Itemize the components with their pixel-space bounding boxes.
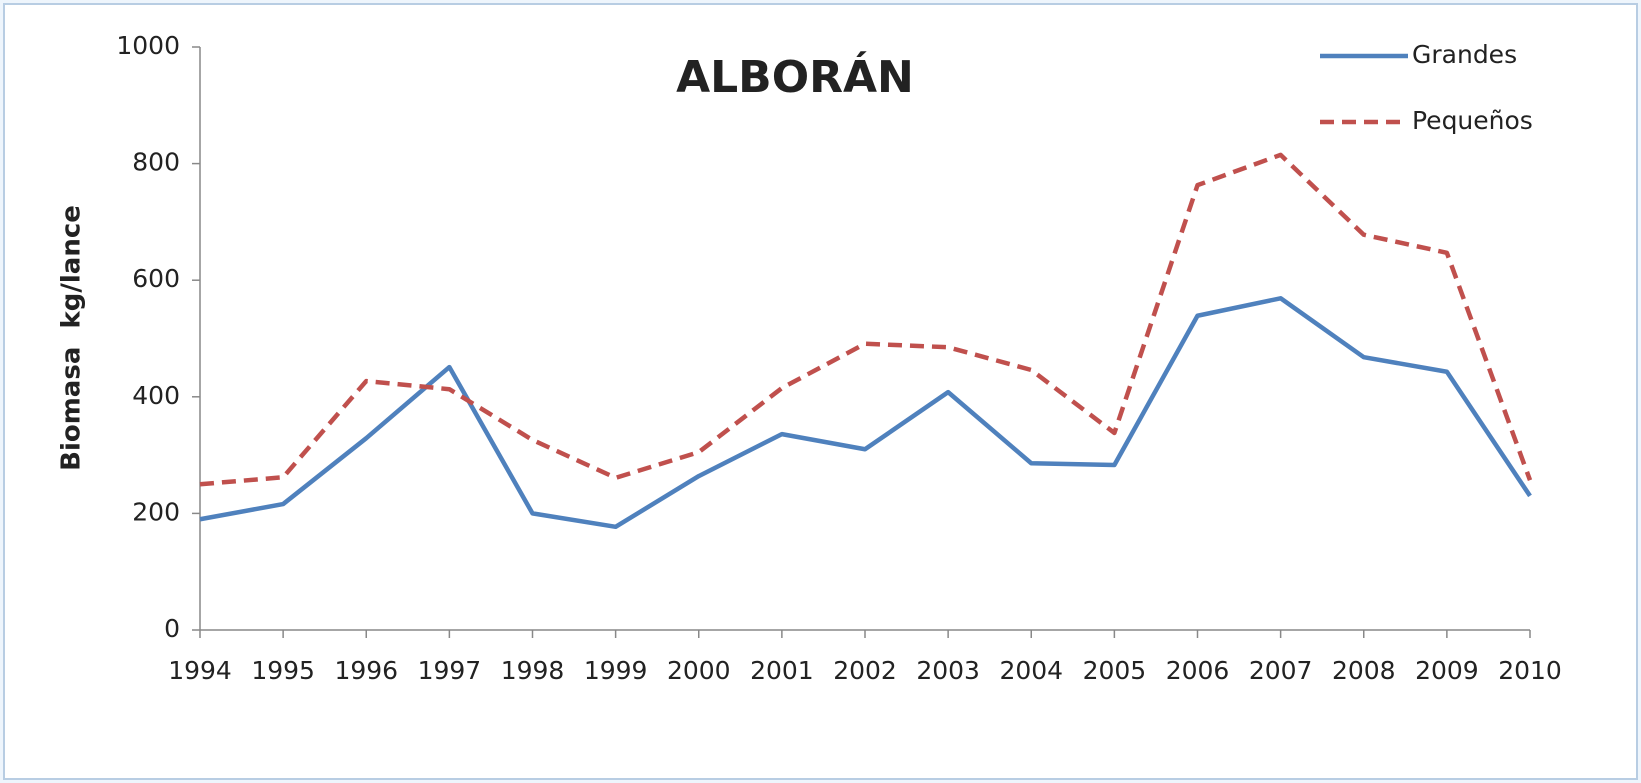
y-axis-label: Biomasa kg/lance [57,205,87,471]
x-tick-label: 2004 [999,656,1063,685]
x-tick-label: 1998 [501,656,565,685]
series-line [199,152,1533,487]
x-tick-label: 2003 [916,656,980,685]
x-tick-label: 2009 [1415,656,1479,685]
x-tick-label: 1996 [334,656,398,685]
legend-label: Pequeños [1412,106,1533,135]
x-tick-label: 1994 [168,656,232,685]
series-line [199,296,1532,530]
x-tick-label: 1995 [251,656,315,685]
chart-frame [3,3,1638,780]
x-tick-label: 1997 [418,656,482,685]
x-tick-label: 2001 [750,656,814,685]
y-tick-label: 200 [132,497,180,526]
legend-label: Grandes [1412,40,1517,69]
x-tick-label: 2010 [1498,656,1562,685]
x-tick-label: 2008 [1332,656,1396,685]
x-tick-label: 2002 [833,656,897,685]
y-tick-label: 400 [132,381,180,410]
x-tick-label: 2000 [667,656,731,685]
x-tick-label: 1999 [584,656,648,685]
x-tick-label: 2007 [1249,656,1313,685]
y-tick-label: 800 [132,148,180,177]
x-tick-label: 2005 [1083,656,1147,685]
x-tick-label: 2006 [1166,656,1230,685]
y-tick-label: 600 [132,264,180,293]
y-tick-label: 0 [164,614,180,643]
y-tick-label: 1000 [116,31,180,60]
chart-title: ALBORÁN [676,50,914,103]
